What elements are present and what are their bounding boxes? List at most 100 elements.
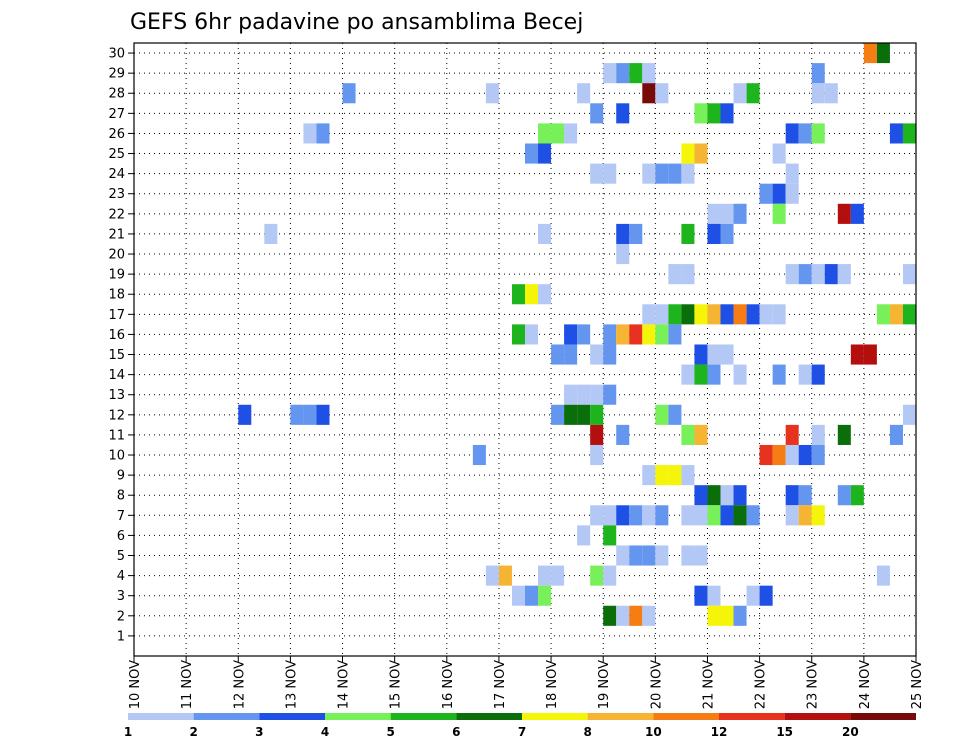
y-tick-label: 14 (108, 368, 125, 383)
legend-swatch (587, 713, 654, 720)
y-tick-label: 24 (108, 167, 125, 182)
heatmap-cell (485, 565, 499, 586)
heatmap-cell (681, 424, 695, 445)
heatmap-cell (720, 304, 734, 325)
heatmap-cell (785, 183, 799, 204)
heatmap-cell (590, 565, 604, 586)
heatmap-cell (511, 585, 525, 606)
heatmap-cell (655, 404, 669, 425)
heatmap-cell (668, 163, 682, 184)
heatmap-cell (772, 304, 786, 325)
heatmap-cell (733, 203, 747, 224)
heatmap-cell (863, 43, 877, 64)
heatmap-cell (629, 545, 643, 566)
heatmap-cell (681, 465, 695, 486)
heatmap-cell (746, 505, 760, 526)
heatmap-cell (694, 103, 708, 124)
heatmap-cell (629, 324, 643, 345)
heatmap-cell (785, 505, 799, 526)
heatmap-cell (759, 585, 773, 606)
heatmap-cell (902, 404, 916, 425)
heatmap-cell (707, 485, 721, 506)
heatmap-cell (811, 264, 825, 285)
y-tick-label: 17 (108, 308, 125, 323)
heatmap-cell (694, 505, 708, 526)
heatmap-cell (772, 444, 786, 466)
heatmap-cell (681, 304, 695, 325)
x-tick-label: 19 NOV (597, 660, 612, 709)
heatmap-cell (798, 123, 812, 144)
heatmap-cell (603, 505, 617, 526)
legend-label: 3 (255, 725, 263, 739)
heatmap-cell (577, 324, 591, 345)
heatmap-cell (642, 465, 656, 486)
legend-label: 6 (452, 725, 460, 739)
heatmap-cell (538, 585, 552, 606)
chart-title: GEFS 6hr padavine po ansamblima Becej (130, 10, 583, 35)
heatmap-cell (642, 324, 656, 345)
heatmap-cell (733, 364, 747, 385)
heatmap-cell (238, 404, 252, 425)
heatmap-cell (616, 545, 630, 566)
heatmap-cell (681, 143, 695, 164)
y-tick-label: 19 (108, 268, 125, 283)
x-tick-label: 25 NOV (910, 660, 925, 709)
heatmap-cell (785, 163, 799, 184)
heatmap-cell (498, 565, 512, 586)
heatmap-cell (798, 485, 812, 506)
heatmap-cell (577, 83, 591, 104)
heatmap-cell (720, 485, 734, 506)
legend-label: 12 (711, 725, 728, 739)
y-tick-label: 28 (108, 87, 125, 102)
y-tick-label: 6 (117, 529, 125, 544)
heatmap-cell (577, 525, 591, 546)
heatmap-cell (616, 63, 630, 84)
heatmap-cell (681, 545, 695, 566)
heatmap-cell (603, 324, 617, 345)
heatmap-cell (564, 344, 578, 365)
x-tick-label: 18 NOV (545, 660, 560, 709)
heatmap-cell (720, 103, 734, 124)
heatmap-cell (863, 344, 877, 365)
heatmap-cell (551, 344, 565, 365)
heatmap-cell (876, 304, 890, 325)
heatmap-cell (785, 123, 799, 144)
heatmap-cell (889, 304, 903, 325)
heatmap-cell (655, 465, 669, 486)
heatmap-cell (642, 163, 656, 184)
y-tick-label: 8 (117, 489, 125, 504)
heatmap-cell (798, 444, 812, 466)
heatmap-cell (577, 384, 591, 405)
y-tick-label: 22 (108, 207, 125, 222)
heatmap-cell (590, 505, 604, 526)
heatmap-cell (837, 424, 851, 445)
heatmap-cell (733, 304, 747, 325)
y-tick-label: 21 (108, 227, 125, 242)
heatmap-cell (616, 324, 630, 345)
y-tick-label: 2 (117, 609, 125, 624)
heatmap-cell (655, 83, 669, 104)
legend-swatch (128, 713, 194, 720)
legend-swatch (653, 713, 719, 720)
heatmap-cell (772, 203, 786, 224)
y-tick-label: 12 (108, 408, 125, 423)
heatmap-cell (694, 344, 708, 365)
y-tick-label: 23 (108, 187, 125, 202)
x-tick-label: 21 NOV (701, 660, 716, 709)
heatmap-cell (303, 123, 317, 144)
heatmap-cell (538, 565, 552, 586)
heatmap-cell (785, 444, 799, 466)
heatmap-cell (525, 324, 539, 345)
legend-swatch (784, 713, 851, 720)
heatmap-cell (759, 183, 773, 204)
heatmap-cell (629, 605, 643, 626)
heatmap-cell (564, 384, 578, 405)
heatmap-cell (720, 203, 734, 224)
heatmap-cell (564, 324, 578, 345)
y-tick-label: 11 (108, 428, 125, 443)
heatmap-cell (707, 344, 721, 365)
x-tick-label: 15 NOV (389, 660, 404, 709)
legend-swatch (325, 713, 391, 720)
heatmap-cell (538, 123, 552, 144)
heatmap-cell (655, 505, 669, 526)
